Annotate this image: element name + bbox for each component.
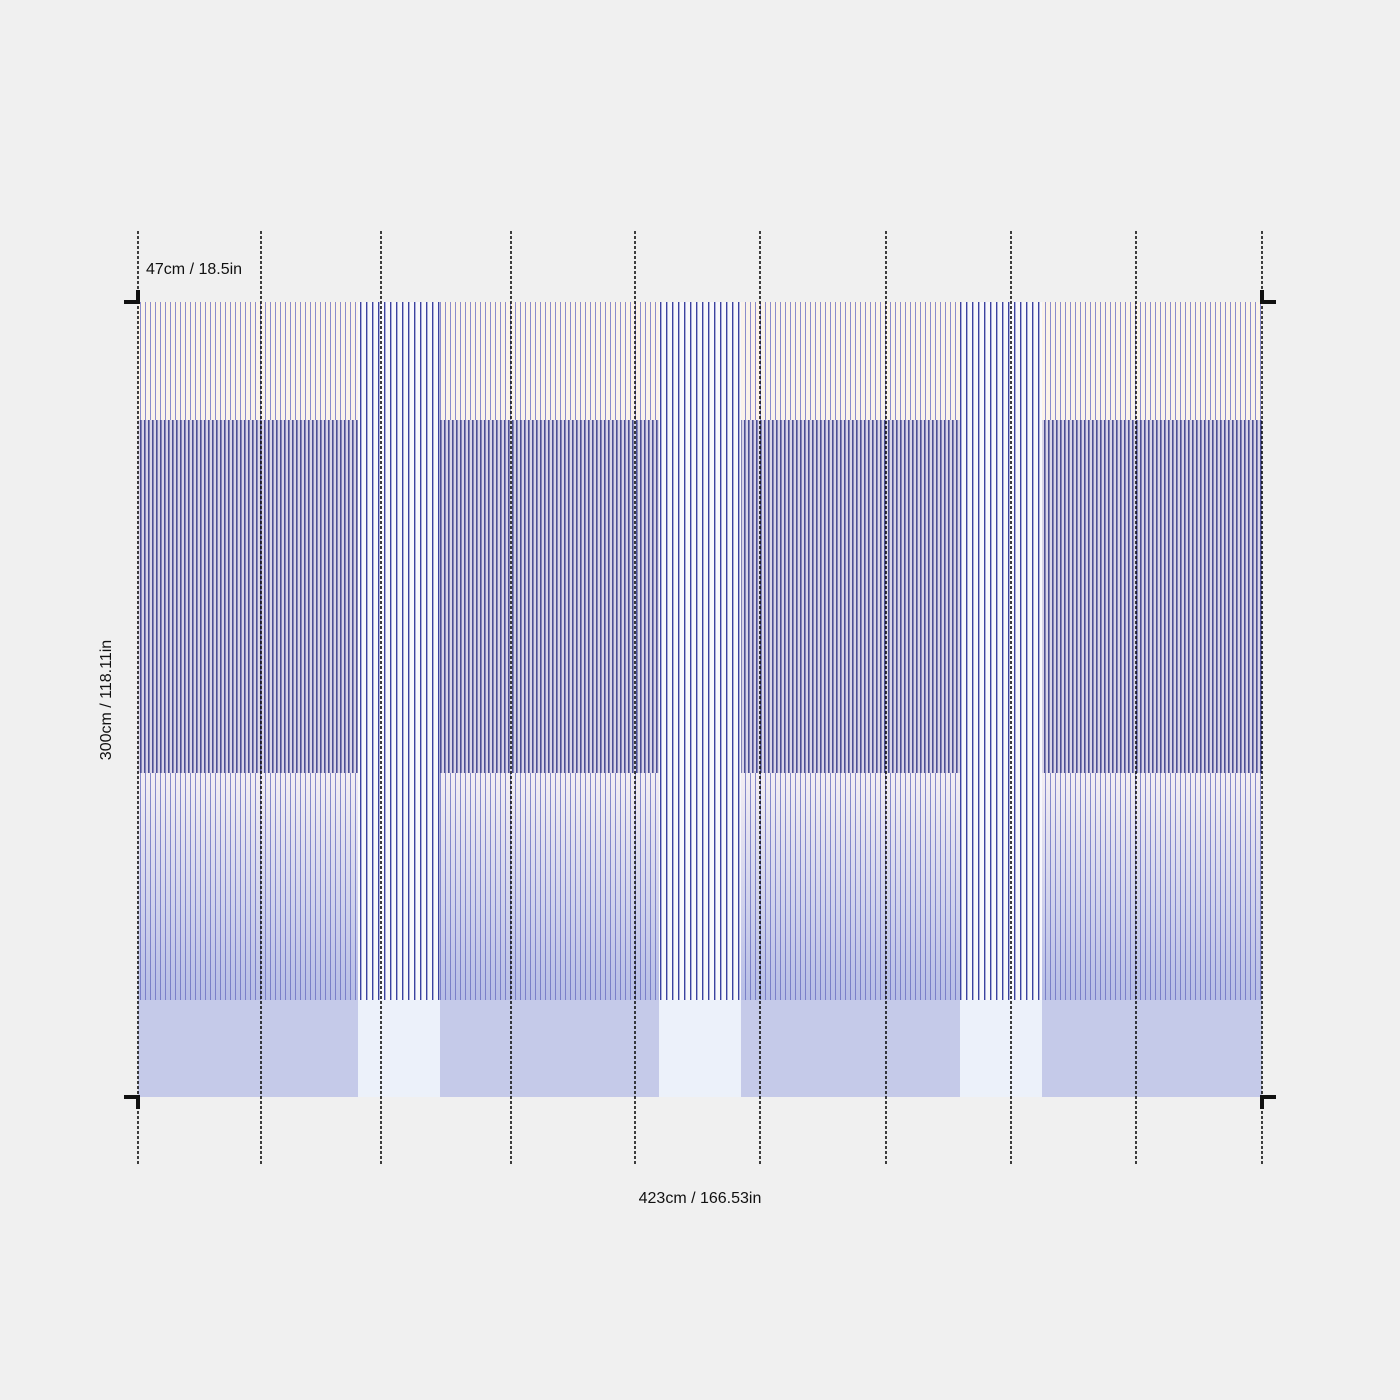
bottom-block <box>741 1000 960 1097</box>
height-label: 300cm / 118.11in <box>98 640 115 760</box>
bottom-block-pale <box>960 1000 1042 1097</box>
sparse-column <box>659 302 741 1000</box>
corner-mark <box>124 290 140 304</box>
sparse-column <box>358 302 440 1000</box>
corner-mark <box>124 1095 140 1109</box>
corner-mark <box>1260 290 1276 304</box>
bottom-block <box>138 1000 358 1097</box>
total-width-label: 423cm / 166.53in <box>639 1190 762 1207</box>
corner-mark <box>1260 1095 1276 1109</box>
bottom-block <box>1042 1000 1262 1097</box>
panel-width-label: 47cm / 18.5in <box>146 261 242 278</box>
sparse-column <box>960 302 1042 1000</box>
bottom-block-pale <box>358 1000 440 1097</box>
bottom-block <box>440 1000 659 1097</box>
wallpaper <box>138 302 1262 1097</box>
bottom-block-pale <box>659 1000 741 1097</box>
